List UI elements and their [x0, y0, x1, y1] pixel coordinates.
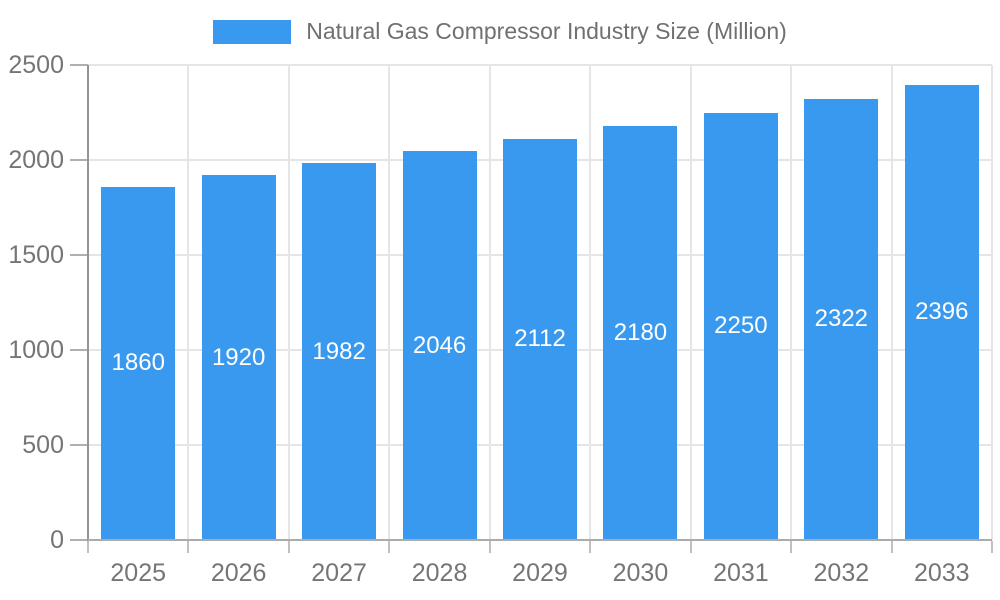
x-axis-tick	[388, 541, 391, 553]
y-axis-label: 1500	[8, 241, 64, 269]
bar-value-label: 2322	[814, 305, 869, 333]
x-axis-label: 2030	[612, 559, 669, 587]
x-axis-label: 2032	[813, 559, 870, 587]
x-axis-label: 2026	[210, 559, 267, 587]
x-axis-line	[88, 539, 992, 541]
gridline-vertical	[991, 65, 993, 540]
y-axis-tick	[70, 444, 88, 446]
plot-area: 1860 1920 1982 2046 2112 2180 2250 2322 2396	[88, 64, 993, 540]
y-axis-line	[87, 65, 89, 541]
y-axis-tick	[70, 64, 88, 66]
y-axis-label: 1000	[8, 336, 64, 364]
bar: 2180	[603, 125, 678, 540]
legend: Natural Gas Compressor Industry Size (Mi…	[0, 18, 1000, 45]
gridline-vertical	[388, 65, 391, 540]
bar-value-label: 1860	[111, 349, 165, 377]
x-axis-tick	[187, 541, 190, 553]
x-axis-label: 2029	[512, 559, 568, 587]
gridline-vertical	[890, 65, 893, 540]
bar-value-label: 1920	[211, 343, 266, 371]
y-axis-tick	[70, 254, 88, 256]
x-axis-label: 2025	[110, 559, 167, 587]
bar-value-label: 2180	[613, 318, 668, 346]
x-axis-label: 2028	[411, 559, 468, 587]
bar-value-label: 1982	[312, 337, 366, 365]
y-axis-label: 2500	[8, 51, 64, 79]
bar-value-label: 2112	[514, 325, 566, 353]
bar: 1982	[302, 163, 377, 540]
gridline-vertical	[790, 65, 793, 540]
bar: 2046	[402, 151, 477, 540]
bar: 2250	[703, 112, 778, 540]
y-axis-label: 2000	[8, 146, 64, 174]
gridline-vertical	[187, 65, 190, 540]
bar: 1920	[201, 175, 276, 540]
y-axis-tick	[70, 159, 88, 161]
gridline-vertical	[589, 65, 592, 540]
y-axis-tick	[70, 349, 88, 351]
y-axis-label: 0	[50, 526, 64, 554]
bar: 2396	[904, 84, 979, 540]
bar-value-label: 2250	[714, 312, 768, 340]
bar-value-label: 2396	[915, 298, 969, 326]
x-axis-tick	[991, 541, 993, 553]
bar: 1860	[101, 186, 176, 540]
gridline-vertical	[287, 65, 290, 540]
legend-label: Natural Gas Compressor Industry Size (Mi…	[306, 18, 787, 44]
x-axis-label: 2031	[713, 559, 769, 587]
gridline-horizontal	[88, 64, 992, 66]
gridline-vertical	[689, 65, 692, 540]
x-axis-tick	[488, 541, 491, 553]
x-axis-tick	[589, 541, 592, 553]
x-axis-tick	[87, 541, 89, 553]
bar: 2112	[503, 138, 577, 540]
x-axis-tick	[287, 541, 290, 553]
legend-swatch	[213, 19, 292, 44]
x-axis-label: 2027	[311, 559, 367, 587]
y-axis-label: 500	[22, 431, 64, 459]
x-axis-tick	[689, 541, 692, 553]
x-axis-label: 2033	[913, 559, 970, 587]
x-axis-tick	[790, 541, 793, 553]
gridline-vertical	[488, 65, 491, 540]
bar: 2322	[804, 98, 879, 540]
y-axis-tick	[70, 539, 88, 541]
x-axis-tick	[890, 541, 893, 553]
bar-value-label: 2046	[412, 331, 467, 359]
